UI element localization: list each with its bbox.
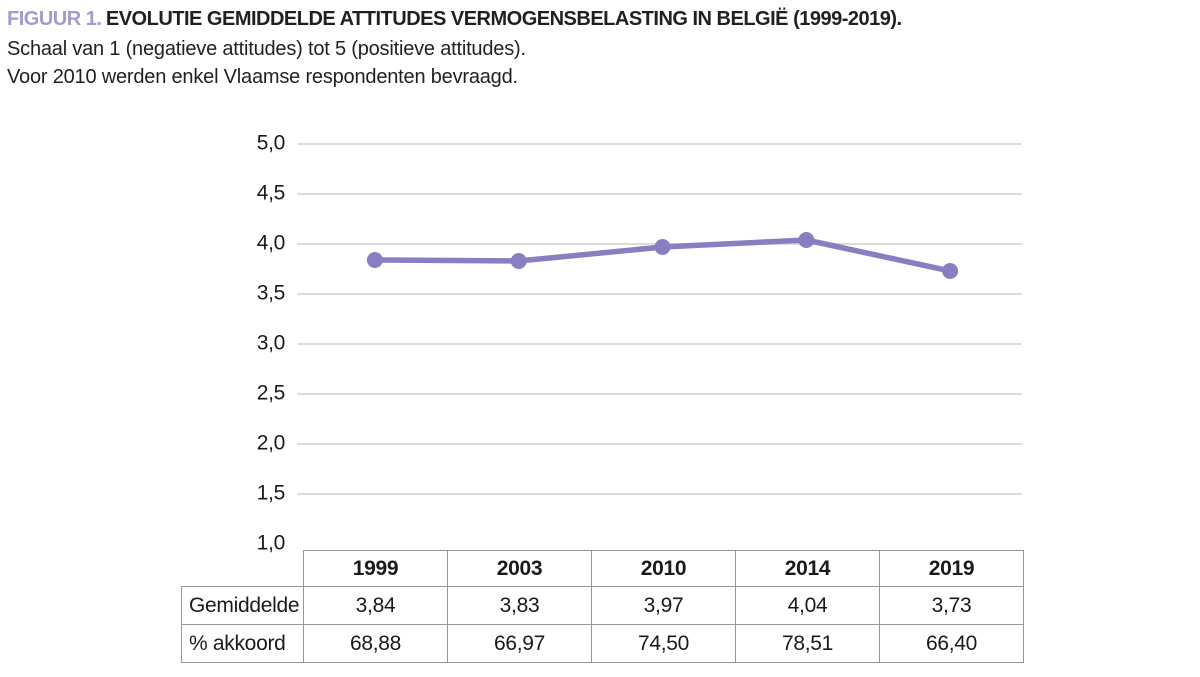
data-table: 1999 2003 2010 2014 2019 Gemiddelde 3,84… — [181, 550, 1024, 663]
table-cell: 66,97 — [447, 624, 592, 663]
table-cell: 3,84 — [303, 586, 448, 625]
table-cell: 78,51 — [735, 624, 880, 663]
table-col-header-2010: 2010 — [591, 550, 736, 587]
table-corner-cell — [182, 551, 304, 587]
table-col-header-2003: 2003 — [447, 550, 592, 587]
table-cell: 4,04 — [735, 586, 880, 625]
data-point-marker — [654, 239, 671, 255]
gridline — [297, 443, 1022, 445]
gridline — [297, 193, 1022, 195]
gridline — [297, 493, 1022, 495]
table-cell: 3,73 — [879, 586, 1024, 625]
table-col-header-1999: 1999 — [303, 550, 448, 587]
table-cell: 3,83 — [447, 586, 592, 625]
data-point-marker — [510, 253, 527, 269]
data-point-marker — [366, 252, 383, 268]
y-axis-tick-label: 2,5 — [256, 381, 286, 405]
table-row-gemiddelde: Gemiddelde 3,84 3,83 3,97 4,04 3,73 — [181, 586, 1024, 625]
table-row-akkoord: % akkoord 68,88 66,97 74,50 78,51 66,40 — [181, 624, 1024, 663]
table-cell: 3,97 — [591, 586, 736, 625]
table-header-row: 1999 2003 2010 2014 2019 — [182, 550, 1024, 587]
figure-title-line: FIGUUR 1. EVOLUTIE GEMIDDELDE ATTITUDES … — [7, 5, 902, 35]
data-point-marker — [942, 263, 959, 279]
table-cell: 68,88 — [303, 624, 448, 663]
table-col-header-2014: 2014 — [735, 550, 880, 587]
table-col-header-2019: 2019 — [879, 550, 1024, 587]
row-label-gemiddelde: Gemiddelde — [181, 586, 304, 625]
line-chart-plot-area: 5,0 4,5 4,0 3,5 3,0 2,5 2,0 1,5 1,0 — [257, 132, 1022, 555]
y-axis-tick-label: 4,5 — [256, 181, 286, 205]
figure-number-label: FIGUUR 1. — [7, 8, 102, 30]
figure-subtitle-note: Voor 2010 werden enkel Vlaamse responden… — [7, 66, 518, 88]
y-axis-tick-label: 1,0 — [256, 531, 286, 555]
y-axis-tick-label: 5,0 — [256, 131, 286, 155]
table-cell: 74,50 — [591, 624, 736, 663]
gridline — [297, 143, 1022, 145]
gridline — [297, 393, 1022, 395]
table-cell: 66,40 — [879, 624, 1024, 663]
y-axis-tick-label: 2,0 — [256, 431, 286, 455]
y-axis-tick-label: 1,5 — [256, 481, 286, 505]
figure-header: FIGUUR 1. EVOLUTIE GEMIDDELDE ATTITUDES … — [7, 5, 902, 91]
row-label-akkoord: % akkoord — [181, 624, 304, 663]
figure-subtitle-scale: Schaal van 1 (negatieve attitudes) tot 5… — [7, 38, 526, 60]
y-axis-tick-label: 3,0 — [256, 331, 286, 355]
gridline — [297, 293, 1022, 295]
y-axis-tick-label: 3,5 — [256, 281, 286, 305]
line-series-svg — [366, 232, 959, 279]
gridline — [297, 343, 1022, 345]
figure-title: EVOLUTIE GEMIDDELDE ATTITUDES VERMOGENSB… — [105, 8, 902, 30]
y-axis-tick-label: 4,0 — [256, 231, 286, 255]
data-point-marker — [798, 232, 815, 248]
